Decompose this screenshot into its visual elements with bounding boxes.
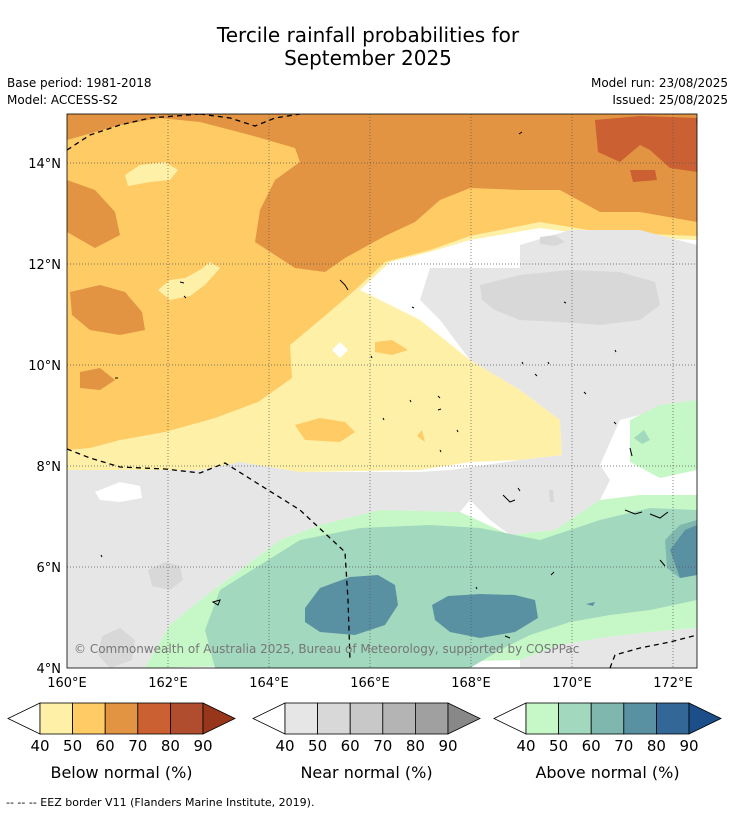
- model-run-text: Model run: 23/08/2025: [590, 76, 728, 90]
- colorbar-segment: [284, 702, 318, 735]
- colorbar-segment: [137, 702, 171, 735]
- base-period-text: Base period: 1981-2018: [7, 76, 152, 90]
- colorbar-tick-label: 80: [647, 737, 666, 755]
- eez-borders: [67, 114, 697, 668]
- x-tick-label: 166°E: [350, 676, 390, 691]
- model-text: Model: ACCESS-S2: [7, 93, 119, 107]
- y-tick-label: 12°N: [28, 258, 61, 273]
- x-tick-label: 160°E: [47, 676, 87, 691]
- colorbar-under-triangle: [252, 702, 286, 735]
- probability-field: [67, 114, 697, 668]
- colorbar-tick-label: 60: [341, 737, 360, 755]
- colorbar-tick-label: 40: [275, 737, 294, 755]
- colorbar-segment: [169, 702, 204, 735]
- colorbar-tick-label: 70: [614, 737, 633, 755]
- y-tick-label: 14°N: [28, 157, 61, 172]
- colorbar-near-normal: 40 50 60 70 80 90 Near normal (%): [252, 702, 481, 782]
- colorbar-tick-label: 90: [193, 737, 212, 755]
- colorbar-tick-label: 50: [308, 737, 327, 755]
- colorbar-segment: [623, 702, 657, 735]
- colorbar-over-triangle: [202, 702, 236, 735]
- colorbar-segment: [349, 702, 384, 735]
- map-title-line-1: Tercile rainfall probabilities for: [216, 23, 520, 47]
- colorbar-segment: [525, 702, 559, 735]
- colorbar-segment: [558, 702, 592, 735]
- x-tick-label: 168°E: [451, 676, 491, 691]
- colorbar-tick-label: 70: [128, 737, 147, 755]
- colorbar-tick-label: 80: [406, 737, 425, 755]
- colorbar-tick-label: 60: [582, 737, 601, 755]
- y-tick-label: 10°N: [28, 359, 61, 374]
- x-tick-label: 170°E: [552, 676, 592, 691]
- y-tick-label: 6°N: [37, 561, 62, 576]
- x-tick-label: 162°E: [148, 676, 188, 691]
- colorbar-label: Near normal (%): [300, 763, 432, 782]
- y-tick-label: 8°N: [37, 460, 62, 475]
- colorbar-tick-label: 50: [549, 737, 568, 755]
- colorbar-tick-label: 60: [96, 737, 115, 755]
- colorbar-tick-label: 40: [516, 737, 535, 755]
- colorbar-over-triangle: [688, 702, 722, 735]
- colorbar-label: Above normal (%): [535, 763, 679, 782]
- colorbar-over-triangle: [447, 702, 481, 735]
- map-frame: [66, 113, 698, 669]
- colorbar-segment: [656, 702, 690, 735]
- colorbar-segment: [72, 702, 106, 735]
- colorbar-under-triangle: [7, 702, 41, 735]
- x-tick-label: 172°E: [653, 676, 693, 691]
- copyright-text: © Commonwealth of Australia 2025, Bureau…: [74, 642, 579, 656]
- issued-text: Issued: 25/08/2025: [612, 93, 728, 107]
- colorbar-segment: [414, 702, 449, 735]
- y-tick-label: 4°N: [37, 662, 62, 677]
- colorbar-segment: [590, 702, 625, 735]
- colorbar-tick-label: 40: [30, 737, 49, 755]
- colorbar-tick-label: 50: [63, 737, 82, 755]
- colorbar-tick-label: 90: [438, 737, 457, 755]
- island-outlines: [100, 118, 697, 639]
- colorbar-segment: [104, 702, 139, 735]
- map-title-line-2: September 2025: [284, 46, 452, 70]
- colorbar-label: Below normal (%): [50, 763, 192, 782]
- eez-legend-note: -- -- -- EEZ border V11 (Flanders Marine…: [6, 796, 315, 809]
- gridlines: [67, 114, 697, 668]
- colorbar-under-triangle: [493, 702, 527, 735]
- colorbar-tick-label: 90: [679, 737, 698, 755]
- colorbar-segment: [39, 702, 73, 735]
- colorbar-segment: [317, 702, 351, 735]
- colorbar-tick-label: 70: [373, 737, 392, 755]
- colorbar-tick-label: 80: [161, 737, 180, 755]
- colorbar-segment: [382, 702, 416, 735]
- x-tick-label: 164°E: [249, 676, 289, 691]
